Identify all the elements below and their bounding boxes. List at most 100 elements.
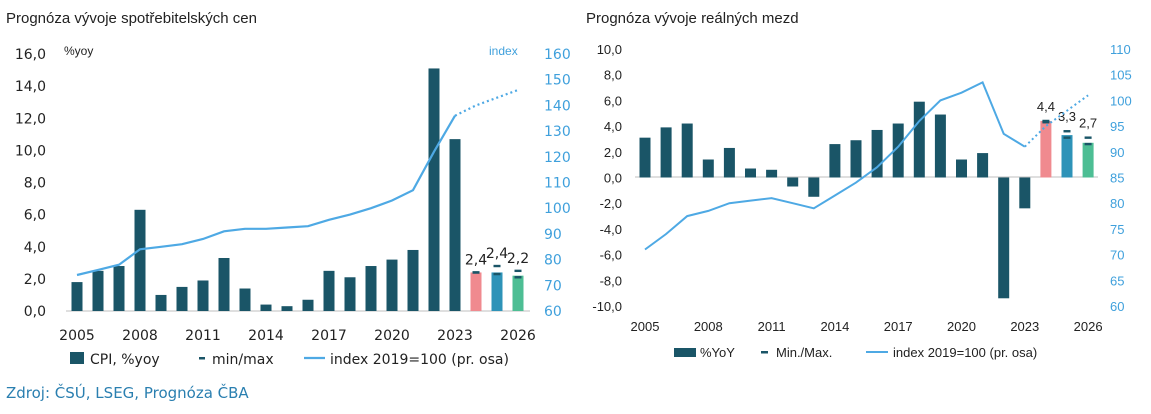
wages-x-tick-label: 2014 bbox=[820, 319, 849, 334]
cpi-bar-2012 bbox=[218, 257, 230, 311]
cpi-y-tick-label: 2,0 bbox=[24, 272, 46, 288]
wages-bar-2005 bbox=[639, 137, 651, 178]
wages-y-tick-label: -10,0 bbox=[592, 299, 622, 314]
wages-bar-2025 bbox=[1061, 135, 1073, 178]
cpi-bar-2008 bbox=[134, 209, 146, 311]
wages-bar-2024 bbox=[1040, 120, 1052, 178]
cpi-bar-2015 bbox=[281, 306, 293, 311]
cpi-y2-tick-label: 120 bbox=[544, 150, 571, 166]
cpi-minmax-marker-2026-min bbox=[514, 276, 522, 279]
cpi-y2-tick-label: 80 bbox=[544, 253, 562, 269]
cpi-bar-2024 bbox=[470, 272, 482, 311]
wages-y2-tick-label: 95 bbox=[1110, 119, 1124, 134]
cpi-y2-tick-label: 100 bbox=[544, 201, 571, 217]
cpi-y2-tick-label: 140 bbox=[544, 98, 571, 114]
wages-bar-2011 bbox=[766, 169, 778, 178]
wages-bar-2012 bbox=[787, 177, 799, 187]
cpi-x-tick-label: 2005 bbox=[59, 328, 95, 344]
wages-legend-bar-swatch bbox=[674, 348, 696, 357]
wages-bar-2021 bbox=[977, 153, 989, 178]
wages-y-tick-label: 8,0 bbox=[604, 68, 622, 83]
cpi-bar-2006 bbox=[92, 270, 104, 311]
cpi-bar-2007 bbox=[113, 266, 125, 311]
cpi-legend-bar-label: CPI, %yoy bbox=[90, 352, 160, 368]
wages-bar-2018 bbox=[913, 101, 925, 178]
wages-y2-tick-label: 100 bbox=[1110, 93, 1132, 108]
cpi-x-tick-label: 2023 bbox=[437, 328, 473, 344]
cpi-bar-2026 bbox=[512, 275, 524, 311]
cpi-legend-index-label: index 2019=100 (pr. osa) bbox=[330, 352, 509, 368]
cpi-y2-tick-label: 90 bbox=[544, 227, 562, 243]
cpi-minmax-marker-2025-min bbox=[493, 272, 501, 276]
cpi-index-line bbox=[76, 115, 456, 277]
wages-minmax-marker-2026-min bbox=[1084, 142, 1092, 146]
wages-bar-2019 bbox=[934, 114, 946, 178]
wages-minmax-marker-2025-max bbox=[1063, 130, 1071, 133]
wages-bar-2008 bbox=[702, 159, 714, 178]
wages-x-tick-label: 2020 bbox=[947, 319, 976, 334]
wages-bar-2016 bbox=[871, 129, 883, 178]
wages-minmax-marker-2024-min bbox=[1042, 121, 1050, 124]
wages-bar-2026 bbox=[1082, 142, 1094, 178]
wages-bar-2023 bbox=[1019, 177, 1031, 209]
cpi-index-forecast-line bbox=[454, 88, 519, 117]
cpi-y-tick-label: 8,0 bbox=[24, 176, 46, 192]
wages-x-tick-label: 2011 bbox=[758, 319, 786, 334]
wages-x-tick-label: 2023 bbox=[1010, 319, 1039, 334]
wages-x-tick-label: 2017 bbox=[884, 319, 913, 334]
cpi-bar-2018 bbox=[344, 277, 356, 311]
cpi-x-tick-label: 2011 bbox=[185, 328, 221, 344]
cpi-legend-minmax-swatch bbox=[199, 357, 205, 360]
cpi-bar-2020 bbox=[386, 259, 398, 311]
wages-y-tick-label: 0,0 bbox=[604, 171, 622, 186]
wages-bar-2015 bbox=[850, 140, 862, 178]
cpi-bar-2011 bbox=[197, 280, 209, 311]
wages-index-line bbox=[644, 81, 1026, 251]
wages-y-tick-label: -2,0 bbox=[600, 196, 622, 211]
wages-y-tick-label: 10,0 bbox=[597, 42, 622, 57]
wages-y-tick-label: -6,0 bbox=[600, 248, 622, 263]
wages-legend-index-label: index 2019=100 (pr. osa) bbox=[893, 345, 1037, 360]
wages-legend-bar-label: %YoY bbox=[700, 345, 735, 360]
cpi-x-tick-label: 2017 bbox=[311, 328, 347, 344]
cpi-bar-2014 bbox=[260, 304, 272, 311]
wages-y2-tick-label: 60 bbox=[1110, 299, 1124, 314]
cpi-y-tick-label: 4,0 bbox=[24, 240, 46, 256]
wages-y2-tick-label: 65 bbox=[1110, 273, 1124, 288]
wages-y-tick-label: 6,0 bbox=[604, 93, 622, 108]
cpi-y-axis-unit: %yoy bbox=[64, 44, 93, 58]
wages-legend-minmax-swatch bbox=[761, 351, 768, 354]
wages-y-tick-label: 2,0 bbox=[604, 145, 622, 160]
wages-y2-tick-label: 80 bbox=[1110, 196, 1124, 211]
cpi-y2-tick-label: 110 bbox=[544, 176, 571, 192]
cpi-bar-2005 bbox=[71, 282, 83, 311]
cpi-bar-2019 bbox=[365, 266, 377, 311]
cpi-forecast-chart: Prognóza vývoje spotřebitelských cen %yo… bbox=[6, 10, 571, 368]
wages-data-label-2026: 2,7 bbox=[1079, 116, 1097, 131]
cpi-legend-bar-swatch bbox=[70, 352, 84, 364]
cpi-data-label-2026: 2,2 bbox=[507, 251, 529, 267]
wages-y2-tick-label: 75 bbox=[1110, 222, 1124, 237]
wages-bar-2014 bbox=[829, 144, 841, 178]
cpi-bar-2025 bbox=[491, 272, 503, 311]
cpi-minmax-marker-2024-max bbox=[472, 271, 480, 274]
wages-minmax-marker-2026-max bbox=[1084, 136, 1092, 139]
wages-x-tick-label: 2008 bbox=[694, 319, 723, 334]
wages-x-tick-label: 2005 bbox=[631, 319, 660, 334]
cpi-y2-tick-label: 70 bbox=[544, 278, 562, 294]
cpi-y2-tick-label: 60 bbox=[544, 304, 562, 320]
wages-data-label-2024: 4,4 bbox=[1037, 99, 1055, 114]
cpi-bar-2013 bbox=[239, 288, 251, 311]
cpi-y-tick-label: 10,0 bbox=[15, 143, 46, 159]
wages-y2-tick-label: 85 bbox=[1110, 171, 1124, 186]
wages-bar-2009 bbox=[723, 147, 735, 178]
cpi-bar-2016 bbox=[302, 299, 314, 311]
cpi-data-label-2025: 2,4 bbox=[486, 246, 508, 262]
wages-bar-2013 bbox=[808, 177, 820, 197]
wages-x-tick-label: 2026 bbox=[1074, 319, 1103, 334]
wages-y2-tick-label: 70 bbox=[1110, 248, 1124, 263]
cpi-x-tick-label: 2026 bbox=[500, 328, 536, 344]
wages-bar-2022 bbox=[998, 177, 1010, 299]
cpi-x-tick-label: 2020 bbox=[374, 328, 410, 344]
